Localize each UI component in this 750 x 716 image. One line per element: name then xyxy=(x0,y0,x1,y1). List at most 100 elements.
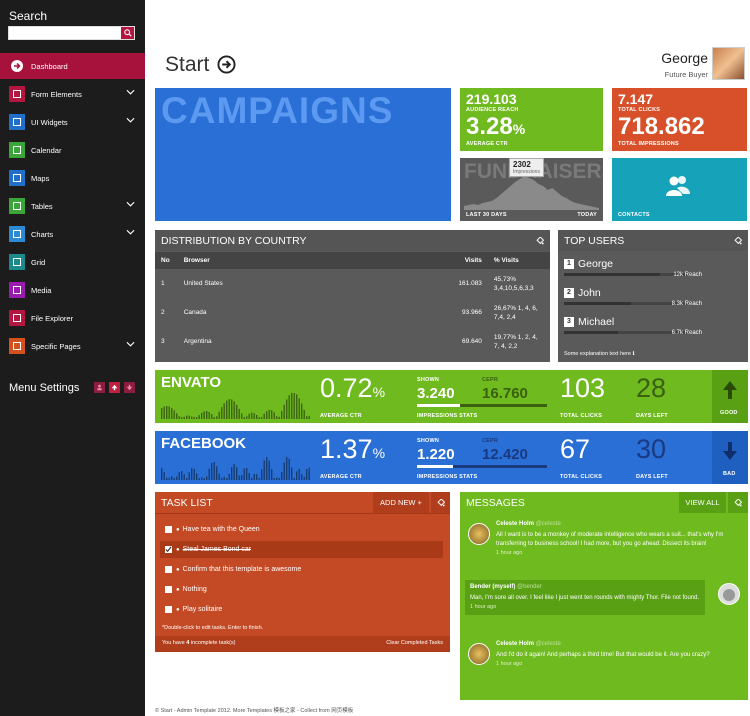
add-new-button[interactable]: ADD NEW + xyxy=(373,492,429,513)
audience-tile[interactable]: 219.103 AUDIENCE REACH 3.28% AVERAGE CTR xyxy=(460,88,603,151)
envato-row[interactable]: ENVATO 0.72% AVERAGE CTR SHOWN 3.240 CEP… xyxy=(155,370,748,423)
distribution-panel: DISTRIBUTION BY COUNTRY No Browser Visit… xyxy=(155,230,550,362)
search-input[interactable] xyxy=(8,26,135,40)
sparkline-bar xyxy=(236,467,238,480)
message-avatar[interactable] xyxy=(718,583,740,605)
sidebar-item-form-elements[interactable]: Form Elements xyxy=(0,81,145,107)
sidebar-item-dashboard[interactable]: Dashboard xyxy=(0,53,145,79)
sparkline-bar xyxy=(218,473,220,480)
fund-tooltip-label: Impressions xyxy=(513,169,540,175)
sparkline-bar xyxy=(166,477,168,480)
envato-target-label: CEPR xyxy=(482,377,499,383)
message-author[interactable]: Celeste Holm xyxy=(496,521,535,527)
fundraisers-tile[interactable]: FUNDRAISERS 2302 Impressions LAST 30 DAY… xyxy=(460,158,603,221)
arrow-right-circle-icon[interactable] xyxy=(217,55,236,74)
message-time: 1 hour ago xyxy=(496,661,523,667)
impressions-value: 718.862 xyxy=(618,113,705,140)
task-item[interactable]: ● Confirm that this template is awesome xyxy=(165,566,301,573)
task-item[interactable]: ● Steal James Bond car xyxy=(165,546,251,553)
sparkline-bar xyxy=(216,466,218,480)
folder-icon xyxy=(9,310,25,326)
campaigns-tile[interactable]: CAMPAIGNS xyxy=(155,88,451,221)
table-row: 2 Canada 93.966 26,67% 1, 4, 6, 7,4, 2,4 xyxy=(155,298,550,327)
user-name[interactable]: George xyxy=(661,50,708,66)
user-icon[interactable] xyxy=(94,382,105,393)
arrow-down-icon[interactable] xyxy=(124,382,135,393)
sidebar-item-tables[interactable]: Tables xyxy=(0,193,145,219)
facebook-target: 12.420 xyxy=(482,446,528,463)
sidebar-item-specific-pages[interactable]: Specific Pages xyxy=(0,333,145,359)
message-avatar[interactable] xyxy=(468,523,490,545)
task-item[interactable]: ● Have tea with the Queen xyxy=(165,526,260,533)
chevron-down-icon[interactable] xyxy=(126,229,135,235)
sidebar-item-file-explorer[interactable]: File Explorer xyxy=(0,305,145,331)
arrow-up-icon[interactable] xyxy=(109,382,120,393)
sidebar-item-grid[interactable]: Grid xyxy=(0,249,145,275)
task-title: TASK LIST xyxy=(155,492,370,513)
task-label: Steal James Bond car xyxy=(182,546,252,553)
message-author[interactable]: Bender (myself) xyxy=(470,584,516,590)
user-role: Future Buyer xyxy=(664,70,708,79)
envato-days-label: DAYS LEFT xyxy=(636,413,668,419)
cell-browser: Canada xyxy=(183,309,207,316)
task-checkbox[interactable] xyxy=(165,606,172,613)
sidebar-item-maps[interactable]: Maps xyxy=(0,165,145,191)
message-handle[interactable]: @bender xyxy=(517,584,542,590)
task-item[interactable]: ● Play solitaire xyxy=(165,606,222,613)
sparkline-bar xyxy=(238,475,240,480)
sparkline-bar xyxy=(163,472,165,480)
clicks-tile[interactable]: 7.147 TOTAL CLICKS 718.862 TOTAL IMPRESS… xyxy=(612,88,747,151)
user-name: Michael xyxy=(578,316,615,328)
sparkline-bar xyxy=(263,413,265,419)
sparkline-bar xyxy=(208,468,210,480)
task-checkbox[interactable] xyxy=(165,566,172,573)
search-button[interactable] xyxy=(121,27,134,39)
chevron-down-icon[interactable] xyxy=(126,341,135,347)
chevron-down-icon[interactable] xyxy=(126,89,135,95)
message-author[interactable]: Celeste Holm xyxy=(496,641,535,647)
facebook-row[interactable]: FACEBOOK 1.37% AVERAGE CTR SHOWN 1.220 C… xyxy=(155,431,748,484)
facebook-impr-label: IMPRESSIONS STATS xyxy=(417,474,478,480)
user-avatar[interactable] xyxy=(712,47,745,80)
sidebar-item-charts[interactable]: Charts xyxy=(0,221,145,247)
top-users-footer: Some explanation text here xyxy=(564,351,631,357)
paint-bucket-icon[interactable] xyxy=(436,499,445,507)
sparkline-bar xyxy=(243,468,245,480)
paint-bucket-icon[interactable] xyxy=(733,237,742,245)
paint-bucket-icon[interactable] xyxy=(733,499,742,507)
sparkline-bar xyxy=(191,416,193,419)
cell-no: 1 xyxy=(161,280,165,287)
chevron-down-icon[interactable] xyxy=(126,117,135,123)
task-checkbox[interactable] xyxy=(165,526,172,533)
task-item[interactable]: ● Nothing xyxy=(165,586,207,593)
sparkline-bar xyxy=(238,408,240,419)
sparkline-bar xyxy=(173,478,175,480)
message-avatar[interactable] xyxy=(468,643,490,665)
message-item: Celeste Holm @celeste And I'd do it again… xyxy=(496,640,742,669)
message-handle[interactable]: @celeste xyxy=(535,641,561,647)
message-handle[interactable]: @celeste xyxy=(535,521,561,527)
sparkline-bar xyxy=(201,477,203,480)
cell-no: 2 xyxy=(161,309,165,316)
sidebar-item-calendar[interactable]: Calendar xyxy=(0,137,145,163)
clear-completed-button[interactable]: Clear Completed Tasks xyxy=(386,640,443,646)
view-all-button[interactable]: VIEW ALL xyxy=(679,492,726,513)
paint-bucket-icon[interactable] xyxy=(535,237,544,245)
table-row: 1 United States 161.083 45,73% 3,4,10,5,6,3… xyxy=(155,269,550,298)
sparkline-bar xyxy=(228,399,230,419)
info-icon[interactable]: ℹ xyxy=(632,351,635,357)
chart-icon xyxy=(9,226,25,242)
sidebar-item-media[interactable]: Media xyxy=(0,277,145,303)
task-checkbox[interactable] xyxy=(165,546,172,553)
sparkline-bar xyxy=(216,416,218,419)
task-checkbox[interactable] xyxy=(165,586,172,593)
chevron-down-icon[interactable] xyxy=(126,201,135,207)
cell-browser: Argentina xyxy=(183,338,212,345)
sidebar-item-label: Grid xyxy=(31,257,46,267)
sparkline-bar xyxy=(231,467,233,480)
contacts-tile[interactable]: CONTACTS xyxy=(612,158,747,221)
sidebar-item-ui-widgets[interactable]: UI Widgets xyxy=(0,109,145,135)
message-item: Bender (myself) @bender Man, I'm sore all… xyxy=(465,580,705,615)
facebook-days-label: DAYS LEFT xyxy=(636,474,668,480)
sparkline-bar xyxy=(163,406,165,419)
